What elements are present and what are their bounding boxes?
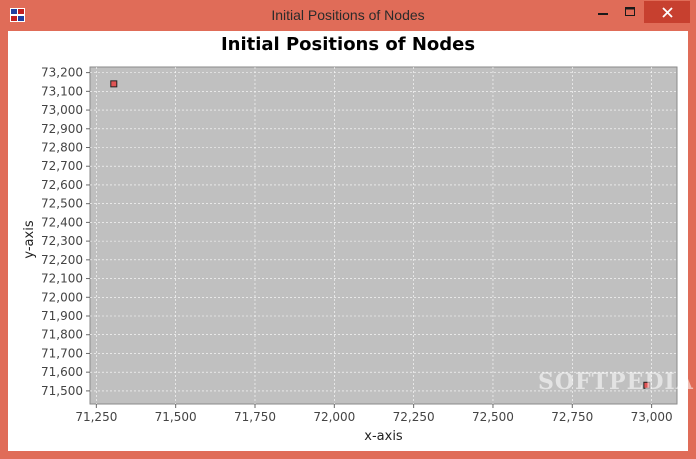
window-title: Initial Positions of Nodes [271,7,425,23]
x-tick-label: 71,750 [234,410,276,424]
y-tick-label: 72,600 [41,178,83,192]
maximize-icon [625,7,635,16]
y-tick-label: 72,900 [41,122,83,136]
y-tick-label: 71,500 [41,384,83,398]
y-tick-label: 72,700 [41,159,83,173]
x-tick-label: 73,000 [631,410,673,424]
data-point [643,381,651,389]
chart-title: Initial Positions of Nodes [220,34,476,55]
y-tick-label: 73,100 [41,84,83,98]
y-tick-label: 72,800 [41,141,83,155]
minimize-button[interactable] [590,1,616,23]
y-tick-label: 72,300 [41,234,83,248]
y-tick-label: 71,600 [41,365,83,379]
scatter-chart: 71,250 71,500 71,750 72,000 72,250 72,500 72,7… [22,66,678,444]
x-axis-label: x-axis [364,429,403,444]
data-point [110,80,118,88]
y-tick-label: 71,800 [41,328,83,342]
y-tick-label: 72,100 [41,272,83,286]
watermark: SOFTPEDIA [538,369,694,395]
x-tick-label: 72,250 [393,410,435,424]
y-tick-label: 72,000 [41,290,83,304]
y-tick-label: 72,200 [41,253,83,267]
chart-panel: Initial Positions of Nodes 71,250 71,500 7… [8,31,693,451]
y-tick-label: 72,500 [41,197,83,211]
plot-area [89,66,678,405]
maximize-button[interactable] [617,1,643,23]
title-bar[interactable]: Initial Positions of Nodes [0,0,696,31]
close-button[interactable] [644,1,690,23]
minimize-icon [598,13,608,15]
x-tick-label: 72,750 [551,410,593,424]
y-tick-label: 71,700 [41,346,83,360]
y-tick-label: 71,900 [41,309,83,323]
java-app-icon[interactable] [10,8,25,22]
y-tick-label: 73,000 [41,103,83,117]
x-tick-label: 71,250 [75,410,117,424]
x-tick-label: 72,000 [313,410,355,424]
y-tick-label: 72,400 [41,215,83,229]
x-tick-label: 72,500 [472,410,514,424]
y-tick-label: 73,200 [41,66,83,80]
y-axis-label: y-axis [22,220,37,258]
x-tick-label: 71,500 [155,410,197,424]
close-icon [661,6,673,18]
